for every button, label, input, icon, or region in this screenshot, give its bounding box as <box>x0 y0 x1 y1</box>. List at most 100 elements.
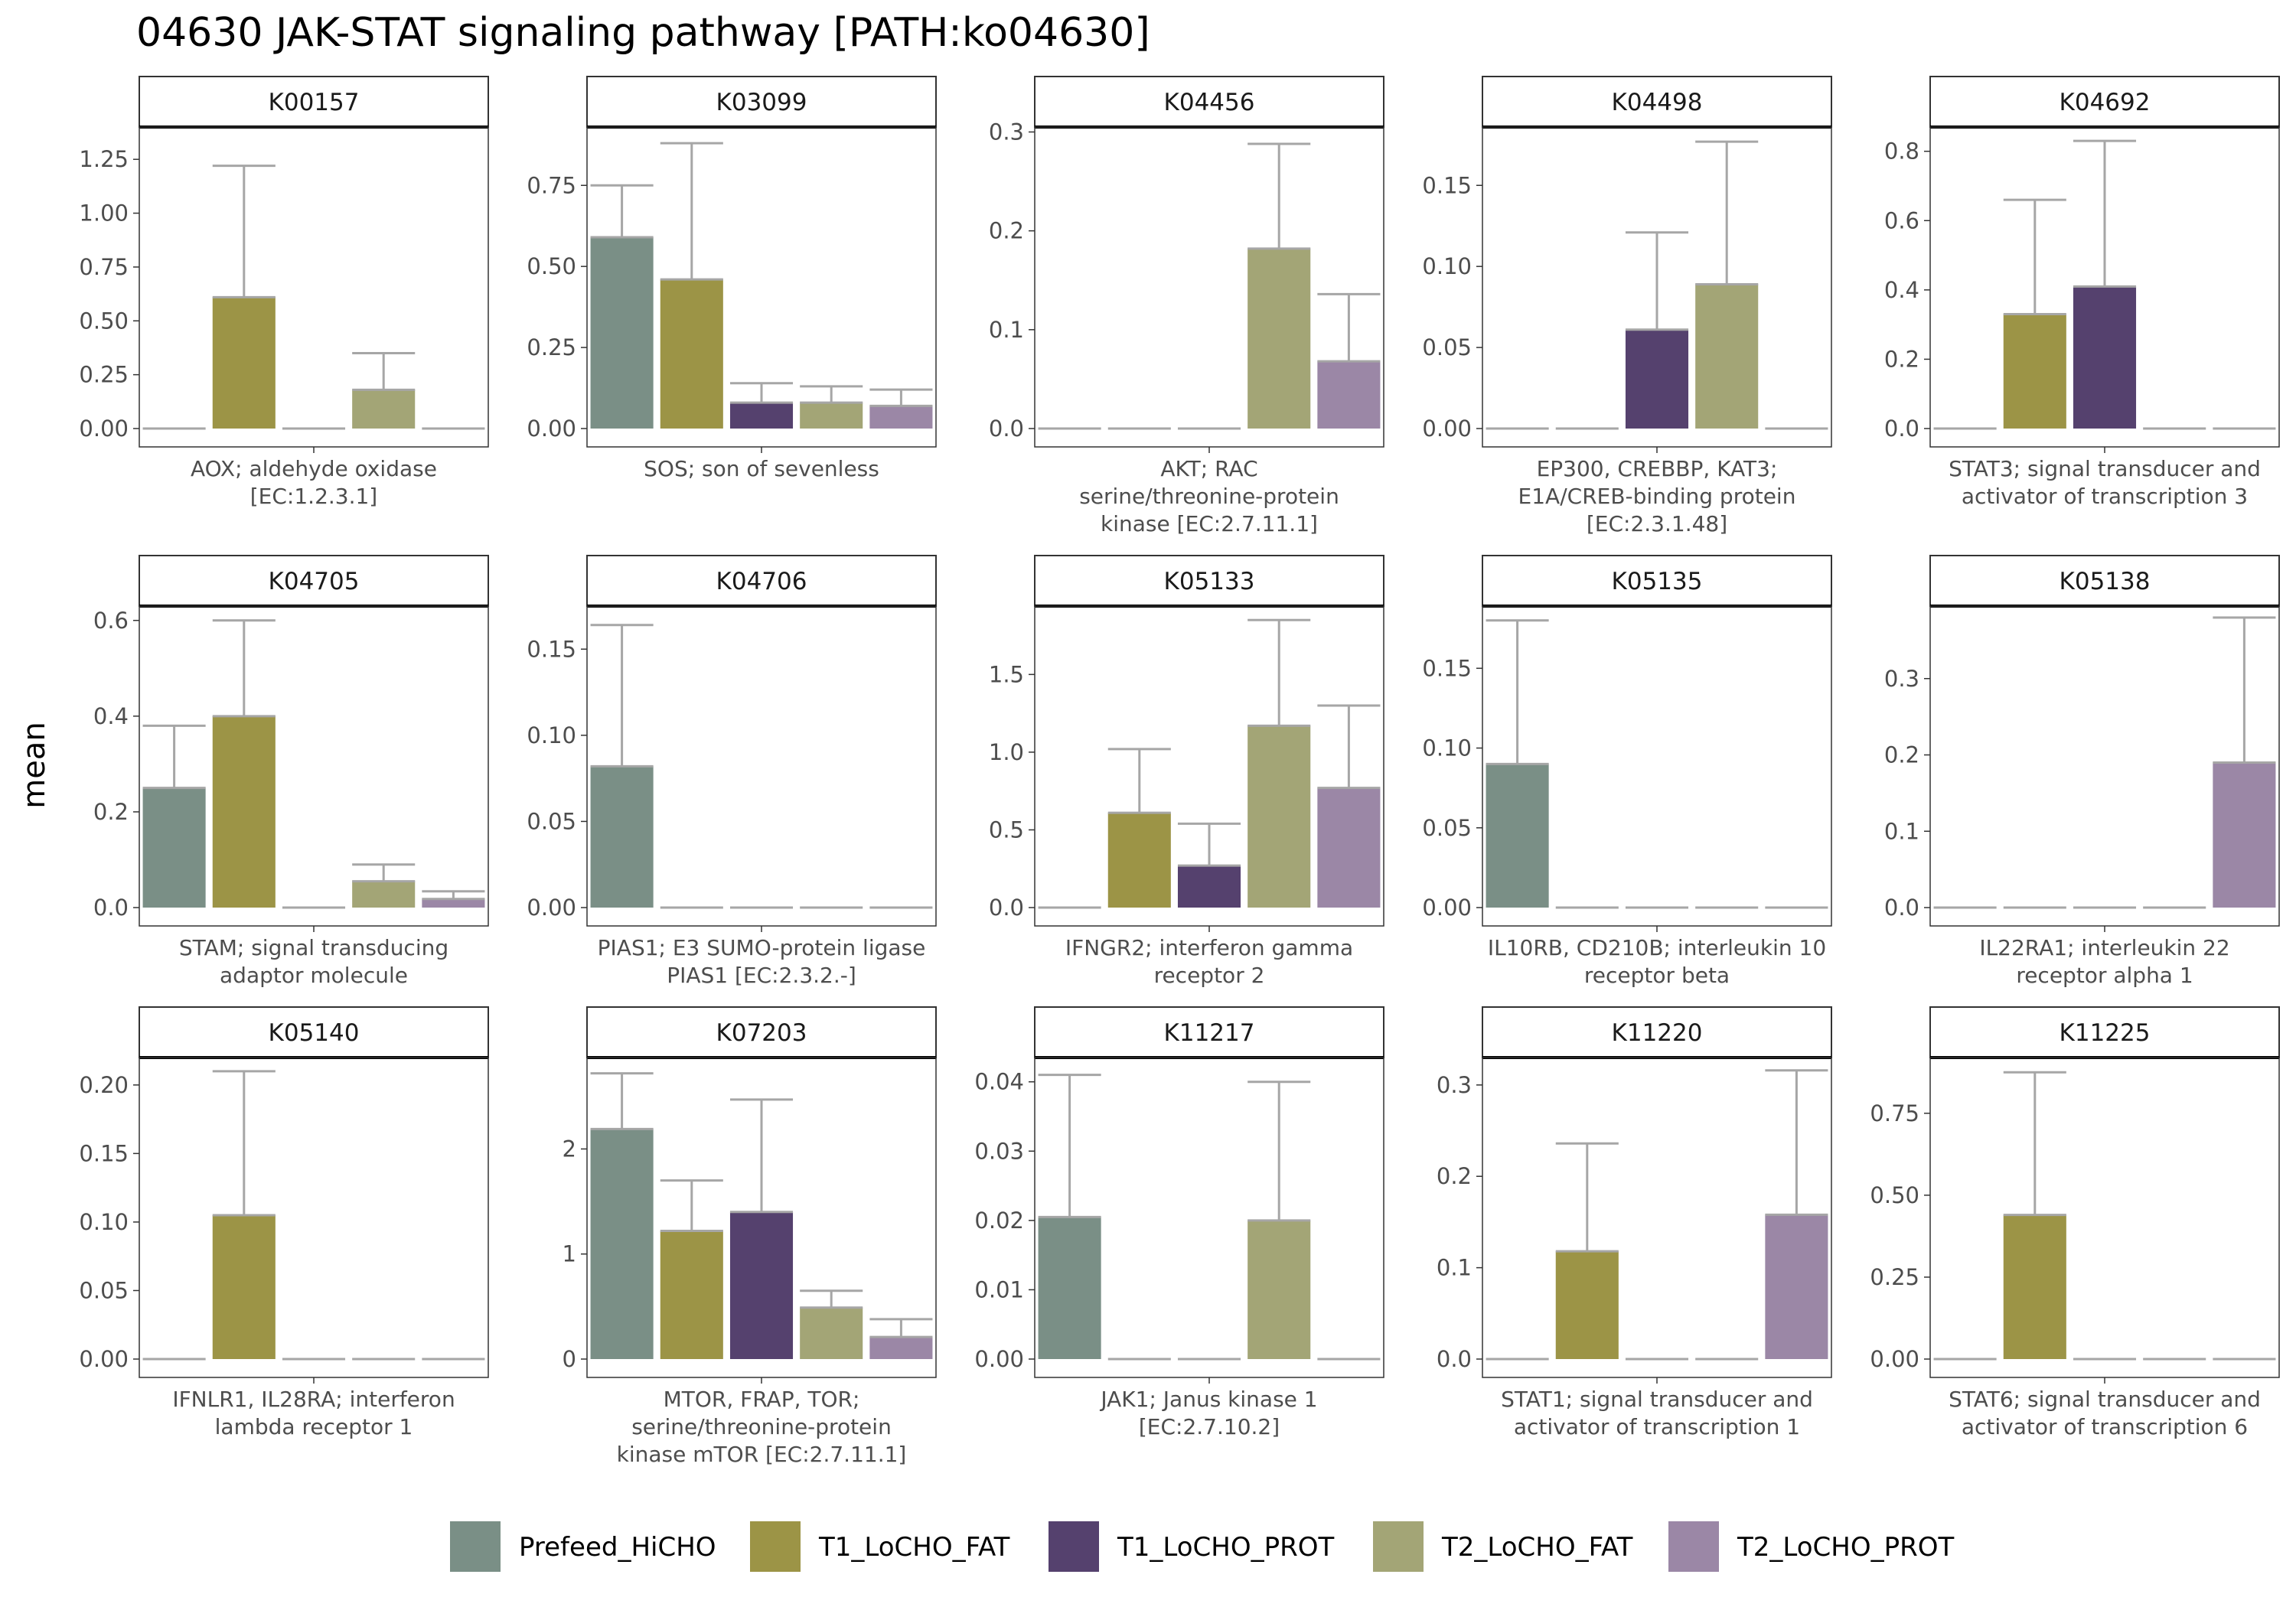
bar-T2_LoCHO_PROT <box>422 898 485 908</box>
y-tick-label: 0.3 <box>989 119 1024 145</box>
y-tick-label: 0.00 <box>79 416 129 442</box>
bar-T1_LoCHO_PROT <box>1625 329 1689 429</box>
y-tick-label: 0.00 <box>527 895 576 921</box>
y-tick-label: 0.4 <box>93 703 129 729</box>
y-tick-label: 0.75 <box>79 254 129 280</box>
y-tick-label: 0.0 <box>93 895 129 921</box>
y-tick-label: 0.3 <box>1884 666 1919 692</box>
x-axis-label: STAT3; signal transducer and <box>1949 456 2261 481</box>
y-tick-label: 0.01 <box>974 1276 1024 1302</box>
x-axis-label: activator of transcription 1 <box>1514 1414 1800 1439</box>
y-tick-label: 0.6 <box>93 608 129 634</box>
y-tick-label: 0.10 <box>527 722 576 748</box>
chart-title: 04630 JAK-STAT signaling pathway [PATH:k… <box>136 10 1150 56</box>
y-tick-label: 0.25 <box>1870 1264 1919 1290</box>
y-tick-label: 0.75 <box>527 172 576 198</box>
x-axis-label: adaptor molecule <box>220 963 408 988</box>
x-axis-label: MTOR, FRAP, TOR; <box>664 1387 860 1412</box>
y-tick-label: 0.02 <box>974 1208 1024 1234</box>
bar-T1_LoCHO_PROT <box>729 1211 794 1359</box>
strip-label: K04456 <box>1164 89 1255 116</box>
legend-swatch <box>1373 1521 1424 1572</box>
facet-panel-K11217: K11217 0.00 0.01 0.02 0.03 0.04 JAK1; Janus ki… <box>974 1006 1384 1439</box>
bar-T1_LoCHO_FAT <box>212 297 276 429</box>
strip-header <box>1482 76 1832 128</box>
x-axis-label: lambda receptor 1 <box>215 1414 413 1439</box>
facet-panel-K04456: K04456 0.0 0.1 0.2 0.3 AKT; RAC serine/threoni… <box>989 76 1384 536</box>
panel-border <box>139 1057 489 1378</box>
facet-panel-K11220: K11220 0.0 0.1 0.2 0.3 STAT1; signal transduc… <box>1437 1006 1832 1439</box>
bar-T1_LoCHO_PROT <box>729 403 794 429</box>
x-axis-label: SOS; son of sevenless <box>644 456 879 481</box>
bar-T1_LoCHO_FAT <box>660 279 723 429</box>
facet-panel-K04498: K04498 0.00 0.05 0.10 0.15 EP300, CREBBP, KAT… <box>1422 76 1832 536</box>
x-axis-label: E1A/CREB-binding protein <box>1518 484 1796 509</box>
y-tick-label: 0.15 <box>1422 172 1472 198</box>
y-tick-label: 0.25 <box>79 362 129 388</box>
y-tick-label: 0.0 <box>1884 416 1919 442</box>
x-axis-label: STAT6; signal transducer and <box>1949 1387 2261 1412</box>
x-axis-label: serine/threonine-protein <box>1079 484 1339 509</box>
strip-header <box>139 76 489 128</box>
strip-label: K05135 <box>1612 568 1703 595</box>
x-axis-label: EP300, CREBBP, KAT3; <box>1537 456 1778 481</box>
y-tick-label: 0.0 <box>989 416 1024 442</box>
bar-T1_LoCHO_FAT <box>2003 314 2066 429</box>
facet-panel-K03099: K03099 0.00 0.25 0.50 0.75 SOS; son of sevenl… <box>527 76 937 481</box>
y-tick-label: 0.05 <box>1422 815 1472 841</box>
facet-panel-K05140: K05140 0.00 0.05 0.10 0.15 0.20 IFNLR1, IL28RA… <box>79 1006 489 1439</box>
bar-T1_LoCHO_FAT <box>660 1231 723 1359</box>
bar-T2_LoCHO_FAT <box>352 390 416 429</box>
x-axis-label: [EC:2.7.10.2] <box>1139 1414 1280 1439</box>
bar-T1_LoCHO_FAT <box>2003 1214 2066 1359</box>
y-tick-label: 0.05 <box>79 1277 129 1303</box>
bar-T2_LoCHO_FAT <box>1247 248 1311 429</box>
y-tick-label: 1.5 <box>989 661 1024 687</box>
facet-panel-K04706: K04706 0.00 0.05 0.10 0.15 PIAS1; E3 SUMO-pro… <box>527 555 937 988</box>
y-tick-label: 0.10 <box>79 1209 129 1235</box>
strip-label: K00157 <box>269 89 360 116</box>
bar-Prefeed_HiCHO <box>1038 1217 1101 1359</box>
y-tick-label: 0.10 <box>1422 253 1472 279</box>
x-axis-label: PIAS1 [EC:2.3.2.-] <box>667 963 856 988</box>
bar-T2_LoCHO_PROT <box>869 1337 933 1359</box>
facet-panel-K04705: K04705 0.0 0.2 0.4 0.6 STAM; signal transduci… <box>93 555 489 988</box>
bar-T1_LoCHO_PROT <box>2073 286 2137 429</box>
bar-Prefeed_HiCHO <box>590 1129 654 1359</box>
x-axis-label: kinase [EC:2.7.11.1] <box>1101 511 1318 536</box>
y-axis-label: mean <box>17 722 52 808</box>
bar-T2_LoCHO_FAT <box>800 403 863 429</box>
bar-T2_LoCHO_PROT <box>1317 361 1381 429</box>
legend-item-T1_LoCHO_FAT: T1_LoCHO_FAT <box>750 1521 1010 1572</box>
bar-T1_LoCHO_FAT <box>1555 1251 1619 1359</box>
bar-T1_LoCHO_FAT <box>212 1214 276 1359</box>
y-tick-label: 0.00 <box>974 1346 1024 1372</box>
facet-panel-K05133: K05133 0.0 0.5 1.0 1.5 IFNGR2; interferon gam… <box>989 555 1384 988</box>
bar-Prefeed_HiCHO <box>142 787 206 908</box>
legend-item-T2_LoCHO_FAT: T2_LoCHO_FAT <box>1373 1521 1633 1572</box>
legend-item-T2_LoCHO_PROT: T2_LoCHO_PROT <box>1668 1521 1955 1572</box>
x-axis-label: IFNLR1, IL28RA; interferon <box>172 1387 455 1412</box>
y-tick-label: 0.15 <box>1422 655 1472 681</box>
strip-label: K04705 <box>269 568 360 595</box>
bar-T2_LoCHO_FAT <box>352 881 416 908</box>
y-tick-label: 0.1 <box>1884 818 1919 844</box>
bar-T1_LoCHO_FAT <box>1107 813 1171 908</box>
x-axis-label: IL22RA1; interleukin 22 <box>1979 935 2229 960</box>
panel-border <box>1929 1057 2280 1378</box>
strip-label: K05133 <box>1164 568 1255 595</box>
x-axis-label: AKT; RAC <box>1160 456 1257 481</box>
bar-T2_LoCHO_FAT <box>1695 284 1759 429</box>
legend-label: T1_LoCHO_FAT <box>818 1532 1010 1563</box>
facet-panel-K11225: K11225 0.00 0.25 0.50 0.75 STAT6; signal tran… <box>1870 1006 2280 1439</box>
y-tick-label: 0.2 <box>989 218 1024 244</box>
y-tick-label: 1.25 <box>79 146 129 172</box>
x-axis-label: PIAS1; E3 SUMO-protein ligase <box>598 935 926 960</box>
bar-T2_LoCHO_PROT <box>869 406 933 429</box>
legend-item-T1_LoCHO_PROT: T1_LoCHO_PROT <box>1049 1521 1335 1572</box>
y-tick-label: 0.25 <box>527 334 576 360</box>
strip-header <box>1929 555 2280 607</box>
y-tick-label: 0.1 <box>989 317 1024 343</box>
facet-panel-K05135: K05135 0.00 0.05 0.10 0.15 IL10RB, CD210B; in… <box>1422 555 1832 988</box>
y-tick-label: 0.2 <box>1884 346 1919 372</box>
